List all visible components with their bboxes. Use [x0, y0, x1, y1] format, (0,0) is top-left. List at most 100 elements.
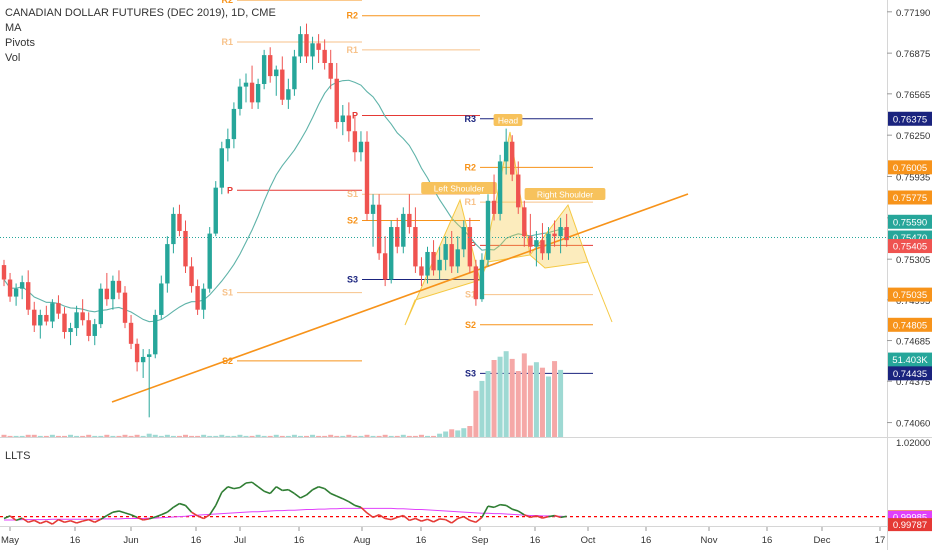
- volume-bar: [467, 426, 473, 437]
- candle-body: [134, 343, 140, 363]
- volume-bar: [267, 435, 273, 437]
- llts-segment: [536, 515, 543, 519]
- llts-segment: [94, 518, 102, 523]
- llts-segment: [469, 519, 477, 524]
- legend-item-pivots[interactable]: Pivots: [5, 37, 35, 49]
- volume-bar: [140, 435, 146, 437]
- volume-bar: [316, 435, 322, 437]
- symbol-title[interactable]: CANADIAN DOLLAR FUTURES (DEC 2019), 1D, …: [5, 7, 276, 19]
- candle-body: [382, 253, 388, 280]
- volume-bar: [116, 435, 122, 437]
- candle-body: [128, 322, 134, 344]
- volume-bar: [340, 435, 346, 437]
- llts-segment: [517, 510, 525, 516]
- volume-bar: [297, 435, 303, 437]
- pivot-label: R2: [464, 162, 476, 172]
- volume-bar: [243, 435, 249, 437]
- volume-bar: [546, 376, 551, 437]
- candle-body: [431, 251, 436, 271]
- pivot-label: S3: [347, 275, 358, 285]
- candle-body: [407, 213, 412, 228]
- legend-item-ma[interactable]: MA: [5, 22, 22, 34]
- candle-body: [92, 324, 97, 336]
- pivot-label: R3: [464, 114, 476, 124]
- price-badge: [888, 352, 932, 367]
- llts-segment: [511, 508, 519, 512]
- candle-body: [219, 148, 224, 188]
- price-tick-label: 0.74685: [896, 337, 930, 348]
- time-tick-label: Sep: [472, 535, 489, 546]
- llts-segment: [548, 514, 555, 518]
- volume-bar: [146, 433, 152, 437]
- time-tick-label: 16: [416, 535, 427, 546]
- candle-body: [485, 200, 491, 260]
- volume-bar: [352, 435, 358, 437]
- volume-bar: [225, 435, 231, 437]
- candles: [1, 23, 569, 418]
- llts-segment: [523, 514, 531, 519]
- volume-bar: [68, 434, 74, 437]
- candle-body: [522, 207, 527, 237]
- pattern-label-bg: [524, 188, 606, 200]
- llts-segment: [215, 492, 223, 506]
- candle-body: [274, 69, 279, 77]
- llts-segment: [179, 502, 186, 507]
- volume-bar: [55, 435, 61, 437]
- indicator-legend[interactable]: LLTS: [5, 450, 31, 462]
- pattern-label-bg: [421, 182, 497, 194]
- volume-bar: [334, 435, 340, 437]
- llts-segment: [287, 489, 295, 495]
- price-tick-label: 0.74375: [896, 377, 930, 388]
- volume-bar: [370, 435, 376, 437]
- candle-body: [322, 49, 327, 63]
- llts-segment: [385, 517, 392, 521]
- volume-bar: [364, 434, 370, 437]
- llts-segment: [451, 517, 459, 524]
- llts-segment: [136, 516, 144, 521]
- price-tick-label: 0.76875: [896, 49, 930, 60]
- candle-body: [364, 141, 370, 214]
- volume-bar: [219, 434, 225, 437]
- volume-bar: [92, 435, 98, 437]
- llts-segment: [33, 519, 41, 525]
- candle-body: [116, 280, 122, 293]
- volume-bar: [49, 434, 55, 437]
- llts-segment: [21, 517, 29, 523]
- llts-segment: [70, 520, 77, 524]
- llts-segment: [378, 514, 386, 520]
- volume-bar: [461, 428, 467, 437]
- pattern-label-bg: [493, 114, 523, 126]
- price-badge-label: 0.75405: [893, 242, 927, 253]
- time-tick-label: 16: [641, 535, 652, 546]
- candle-body: [255, 83, 261, 103]
- llts-segment: [542, 515, 549, 519]
- candle-body: [225, 139, 231, 149]
- legend-item-vol[interactable]: Vol: [5, 52, 21, 64]
- price-badge: [888, 239, 932, 254]
- time-tick-label: 17: [875, 535, 886, 546]
- volume-bar: [418, 434, 424, 437]
- candle-body: [534, 240, 539, 247]
- llts-segment: [354, 504, 362, 509]
- llts-segment: [76, 520, 83, 524]
- volume-bar: [503, 351, 509, 437]
- llts-segment: [390, 516, 398, 521]
- volume-bar: [170, 435, 176, 437]
- candle-body: [213, 187, 218, 234]
- pivot-label: S1: [465, 290, 476, 300]
- candle-body: [243, 82, 249, 87]
- volume-bar: [13, 435, 19, 437]
- llts-segment: [554, 514, 561, 519]
- llts-segment: [487, 505, 495, 509]
- time-axis: May 16 Jun 16 Jul 16 Aug 16 Sep 16 Oct 16 Nov 16 Dec 17: [1, 527, 885, 546]
- llts-segment: [433, 518, 440, 523]
- llts-segment: [233, 486, 241, 490]
- llts-segment: [118, 510, 126, 514]
- candle-body: [455, 249, 460, 267]
- llts-segment: [269, 486, 277, 495]
- volume-bar: [201, 434, 207, 437]
- volume-bar: [128, 435, 134, 437]
- pivot-label: R2: [221, 0, 233, 5]
